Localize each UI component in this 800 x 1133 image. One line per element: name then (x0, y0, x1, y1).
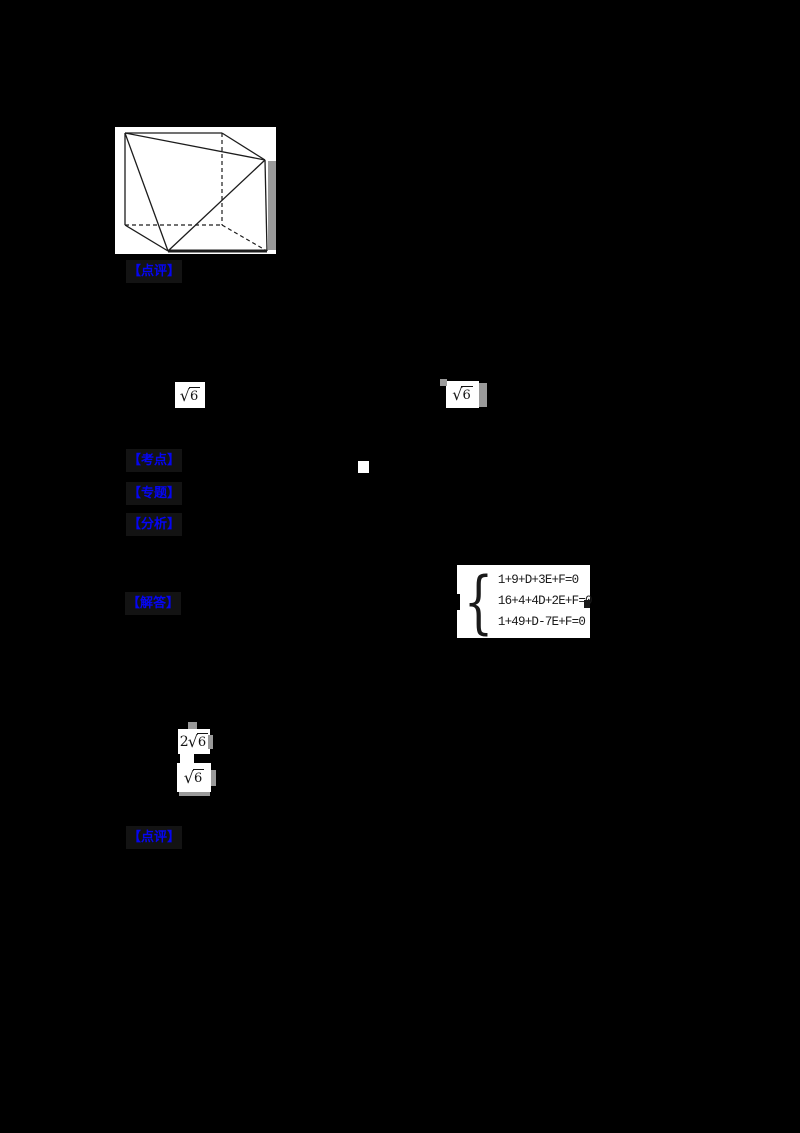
left-brace: { (463, 561, 494, 642)
label-knowledge-points: 【考点】 (126, 449, 183, 472)
white-dot-artifact (358, 461, 369, 473)
math-image-sqrt6-left: √ 6 (175, 382, 205, 408)
image-edge-artifact (180, 751, 194, 765)
radicand: 6 (192, 769, 205, 786)
equation-line: 16+4+4D+2E+F=0 (497, 594, 593, 608)
equation-line: 1+9+D+3E+F=0 (497, 573, 579, 587)
radicand: 6 (196, 733, 209, 750)
label-review-bottom: 【点评】 (126, 826, 183, 849)
compression-artifact (188, 722, 197, 729)
radical-icon: √ (187, 732, 198, 751)
compression-artifact (479, 383, 487, 407)
math-image-sqrt6-right: √ 6 (446, 381, 479, 408)
compression-artifact (211, 770, 216, 786)
radical-icon: √ (452, 385, 463, 404)
compression-artifact (179, 792, 210, 796)
radicand: 6 (461, 386, 473, 403)
geometry-figure (115, 127, 276, 254)
radical-icon: √ (179, 385, 190, 405)
math-image-sqrt6-lower: √ 6 (177, 763, 211, 792)
math-image-2sqrt6: 2 √ 6 (178, 729, 210, 754)
label-solution: 【解答】 (125, 592, 182, 615)
compression-artifact (440, 379, 447, 386)
radical-icon: √ (183, 768, 194, 787)
figure-scan-shadow (268, 161, 276, 250)
clipped-comma-artifact (584, 600, 590, 608)
math-image-equation-system: { 1+9+D+3E+F=0 16+4+4D+2E+F=0 1+49+D-7E+… (457, 561, 593, 642)
equation-lines: 1+9+D+3E+F=0 16+4+4D+2E+F=0 1+49+D-7E+F=… (497, 570, 593, 633)
radicand: 6 (188, 386, 201, 404)
cuboid-drawing (124, 132, 268, 253)
coefficient: 2 (179, 733, 189, 750)
compression-artifact (208, 735, 213, 749)
clipped-glyph-artifact (455, 594, 460, 610)
equation-line: 1+49+D-7E+F=0 (497, 615, 586, 629)
label-review-top: 【点评】 (126, 260, 183, 283)
label-topic: 【专题】 (126, 482, 183, 505)
label-analysis: 【分析】 (126, 513, 183, 536)
